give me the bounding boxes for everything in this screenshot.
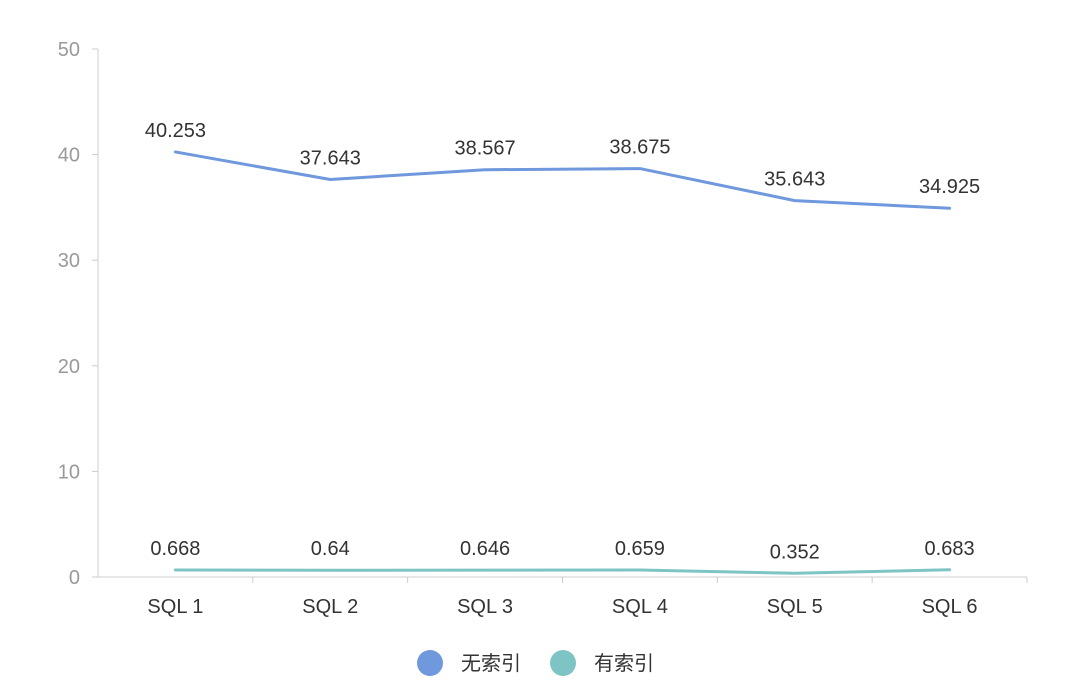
x-tick-label: SQL 4: [612, 596, 668, 618]
data-label: 0.683: [925, 538, 975, 560]
x-tick-label: SQL 6: [922, 596, 978, 618]
data-label: 0.659: [615, 538, 665, 560]
data-label: 40.253: [145, 120, 206, 142]
y-tick-label: 40: [58, 145, 80, 167]
legend-label: 无索引: [461, 651, 521, 675]
data-label: 35.643: [764, 169, 825, 191]
y-tick-label: 50: [58, 39, 80, 61]
series-layer: 40.253 37.643 38.567 38.675 35.643 34.925 0.66…: [145, 120, 980, 575]
series-line: [173, 568, 952, 575]
data-label: 38.567: [454, 138, 515, 160]
legend-marker: [417, 650, 443, 676]
legend: 无索引 有索引: [417, 650, 654, 676]
x-tick-label: SQL 3: [457, 596, 513, 618]
x-tick-label: SQL 2: [302, 596, 358, 618]
y-tick-label: 20: [58, 356, 80, 378]
x-tick-label: SQL 1: [147, 596, 203, 618]
y-tick-label: 30: [58, 250, 80, 272]
data-label: 0.352: [770, 541, 820, 563]
legend-marker: [550, 650, 576, 676]
axes: 0 10 20 30 40 50 SQL 1 SQL 2 SQL 3 SQL 4 SQL 5 SQL …: [58, 39, 1028, 618]
data-label: 38.675: [609, 137, 670, 159]
data-label: 0.64: [311, 538, 350, 560]
legend-label: 有索引: [594, 651, 654, 675]
data-label: 0.668: [150, 538, 200, 560]
data-label: 37.643: [300, 147, 361, 169]
data-label: 0.646: [460, 538, 510, 560]
x-tick-label: SQL 5: [767, 596, 823, 618]
y-tick-label: 0: [69, 567, 80, 589]
data-label: 34.925: [919, 176, 980, 198]
y-tick-label: 10: [58, 461, 80, 483]
series-line: [173, 150, 952, 210]
